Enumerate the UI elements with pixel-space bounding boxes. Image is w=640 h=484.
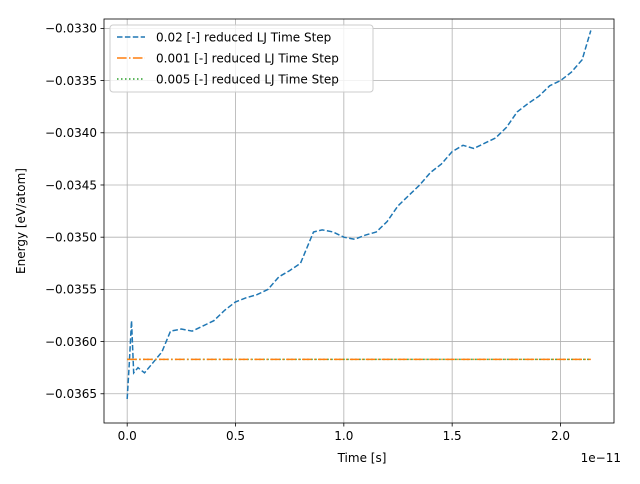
- y-tick-label: −0.0335: [45, 74, 97, 88]
- y-tick-label: −0.0340: [45, 126, 97, 140]
- x-axis-label: Time [s]: [337, 451, 387, 465]
- x-tick-label: 0.0: [118, 429, 137, 443]
- y-tick-label: −0.0360: [45, 335, 97, 349]
- x-tick-label: 2.0: [551, 429, 570, 443]
- y-tick-label: −0.0350: [45, 230, 97, 244]
- plot-frame: [103, 18, 615, 424]
- x-tick-label: 0.5: [226, 429, 245, 443]
- x-tick-label: 1.0: [334, 429, 353, 443]
- y-tick-label: −0.0355: [45, 283, 97, 297]
- y-tick-label: −0.0330: [45, 22, 97, 36]
- x-tick-label: 1.5: [443, 429, 462, 443]
- y-tick-label: −0.0345: [45, 178, 97, 192]
- axis-ticks: 0.0 0.5 1.0 1.5 2.0 −0.0365 −0.0360 −0.0355 −0.0…: [45, 22, 570, 443]
- x-offset-label: 1e−11: [581, 451, 621, 465]
- y-tick-label: −0.0365: [45, 387, 97, 401]
- legend-label-3: 0.005 [-] reduced LJ Time Step: [156, 73, 339, 87]
- series-line-1: [126, 30, 592, 400]
- legend-label-2: 0.001 [-] reduced LJ Time Step: [156, 52, 339, 66]
- legend-label-1: 0.02 [-] reduced LJ Time Step: [156, 31, 331, 45]
- y-axis-label: Energy [eV/atom]: [14, 168, 28, 274]
- legend-box: [109, 24, 374, 93]
- series-layer: [126, 30, 592, 400]
- legend: 0.02 [-] reduced LJ Time Step 0.001 [-] …: [109, 24, 374, 93]
